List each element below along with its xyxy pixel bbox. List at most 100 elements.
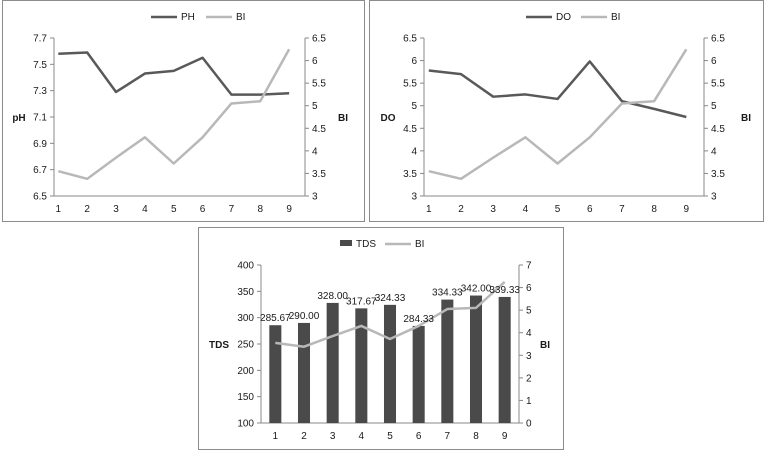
series-line-bi xyxy=(58,48,291,181)
bar-tds xyxy=(297,322,311,423)
bar-tds xyxy=(412,325,425,423)
bar-data-label: 342.00 xyxy=(461,284,492,295)
right-tick-label: 6.5 xyxy=(711,34,725,45)
x-tick-label: 5 xyxy=(171,204,177,215)
x-tick-label: 2 xyxy=(301,431,307,442)
x-tick-label: 8 xyxy=(651,204,657,215)
right-tick-label: 5.5 xyxy=(312,79,326,90)
bar-data-label: 328.00 xyxy=(317,291,348,302)
bar-tds xyxy=(383,304,397,423)
do-bi-chart: 3 3.5 4 4.5 5 5.5 6 6.5 3 3.5 4 4.5 5 5.5 6 6.5 1 2 3 4 5 6 7 8… xyxy=(381,12,752,215)
bar-data-label: 317.67 xyxy=(346,296,377,307)
right-axis-title: BI xyxy=(741,113,751,124)
x-tick-label: 3 xyxy=(113,204,119,215)
legend-label-tds: TDS xyxy=(356,239,376,250)
left-tick-label: 4 xyxy=(411,146,417,157)
x-tick-label: 4 xyxy=(359,431,365,442)
x-tick-label: 4 xyxy=(523,204,529,215)
legend-swatch-tds xyxy=(340,240,352,246)
right-tick-label: 6 xyxy=(526,283,532,294)
right-tick-label: 1 xyxy=(526,396,532,407)
x-tick-label: 7 xyxy=(619,204,625,215)
left-tick-label: 3.5 xyxy=(403,169,417,180)
x-tick-label: 1 xyxy=(426,204,432,215)
legend-label-ph: PH xyxy=(181,12,195,23)
right-tick-label: 5 xyxy=(711,101,717,112)
right-tick-label: 5.5 xyxy=(711,79,725,90)
tds-bi-chart-panel: 100 150 200 250 300 350 400 0 1 2 3 4 5 6 7 1 2 3 4 5 6 7 8 9 TD… xyxy=(198,227,564,450)
left-tick-label: 7.1 xyxy=(33,113,47,124)
x-tick-label: 4 xyxy=(142,204,148,215)
x-tick-label: 3 xyxy=(330,431,336,442)
x-tick-label: 6 xyxy=(200,204,206,215)
right-axis-title: BI xyxy=(338,113,348,124)
right-tick-label: 3 xyxy=(711,192,717,203)
bar-tds xyxy=(498,296,511,423)
right-axis-title: BI xyxy=(540,340,550,351)
right-tick-label: 6 xyxy=(312,56,318,67)
ph-bi-chart-panel: 6.5 6.7 6.9 7.1 7.3 7.5 7.7 3 3.5 4 4.5 5 5.5 6 6.5 1 2 3… xyxy=(2,0,365,222)
series-line-ph xyxy=(58,51,290,96)
left-tick-label: 150 xyxy=(237,392,254,403)
right-tick-label: 3.5 xyxy=(711,169,725,180)
right-tick-label: 3 xyxy=(526,351,532,362)
left-tick-label: 100 xyxy=(237,419,254,430)
bar-data-label: 290.00 xyxy=(289,311,320,322)
x-tick-label: 1 xyxy=(273,431,279,442)
left-tick-label: 250 xyxy=(237,340,254,351)
right-tick-label: 4.5 xyxy=(711,124,725,135)
left-tick-label: 5 xyxy=(411,101,417,112)
x-tick-label: 9 xyxy=(684,204,690,215)
right-tick-label: 3.5 xyxy=(312,169,326,180)
left-tick-label: 7.5 xyxy=(33,60,47,71)
bar-data-label: 339.33 xyxy=(489,285,520,296)
right-tick-label: 5 xyxy=(312,101,318,112)
bar-tds xyxy=(469,295,483,423)
right-tick-label: 4 xyxy=(312,146,318,157)
x-tick-label: 7 xyxy=(229,204,235,215)
right-tick-label: 6 xyxy=(711,56,717,67)
do-bi-chart-panel: 3 3.5 4 4.5 5 5.5 6 6.5 3 3.5 4 4.5 5 5.5 6 6.5 1 2 3 4 5 6 7 8… xyxy=(369,0,764,222)
x-tick-label: 8 xyxy=(473,431,479,442)
x-tick-label: 5 xyxy=(387,431,393,442)
bar-tds xyxy=(269,325,282,423)
left-tick-label: 3 xyxy=(411,192,417,203)
series-line-do xyxy=(428,60,687,119)
left-axis-title: pH xyxy=(12,113,25,124)
left-tick-label: 6.9 xyxy=(33,139,47,150)
right-tick-label: 3 xyxy=(312,192,318,203)
x-tick-label: 2 xyxy=(84,204,90,215)
x-tick-label: 9 xyxy=(286,204,292,215)
bar-tds xyxy=(441,299,454,423)
left-axis-title: TDS xyxy=(209,340,229,351)
ph-bi-chart: 6.5 6.7 6.9 7.1 7.3 7.5 7.7 3 3.5 4 4.5 5 5.5 6 6.5 1 2 3… xyxy=(12,12,348,215)
left-tick-label: 350 xyxy=(237,287,254,298)
x-tick-label: 1 xyxy=(56,204,62,215)
legend-label-bi: BI xyxy=(611,12,620,23)
right-tick-label: 4.5 xyxy=(312,124,326,135)
x-tick-label: 2 xyxy=(458,204,464,215)
legend-label-do: DO xyxy=(556,12,571,23)
left-tick-label: 4.5 xyxy=(403,124,417,135)
legend-label-bi: BI xyxy=(415,239,424,250)
left-tick-label: 7.3 xyxy=(33,86,47,97)
left-tick-label: 6.7 xyxy=(33,165,47,176)
bar-tds xyxy=(326,302,339,423)
right-tick-label: 5 xyxy=(526,306,532,317)
left-tick-label: 5.5 xyxy=(403,79,417,90)
bar-tds xyxy=(355,308,368,423)
legend-label-bi: BI xyxy=(236,12,245,23)
right-tick-label: 0 xyxy=(526,419,532,430)
right-tick-label: 4 xyxy=(711,146,717,157)
left-tick-label: 200 xyxy=(237,366,254,377)
right-tick-label: 7 xyxy=(526,261,532,272)
bar-data-label: 284.33 xyxy=(403,314,434,325)
left-tick-label: 300 xyxy=(237,313,254,324)
x-tick-label: 3 xyxy=(490,204,496,215)
left-tick-label: 6 xyxy=(411,56,417,67)
left-tick-label: 400 xyxy=(237,261,254,272)
bar-data-label: 324.33 xyxy=(375,293,406,304)
x-tick-label: 6 xyxy=(416,431,422,442)
right-tick-label: 6.5 xyxy=(312,34,326,45)
x-tick-label: 7 xyxy=(445,431,451,442)
